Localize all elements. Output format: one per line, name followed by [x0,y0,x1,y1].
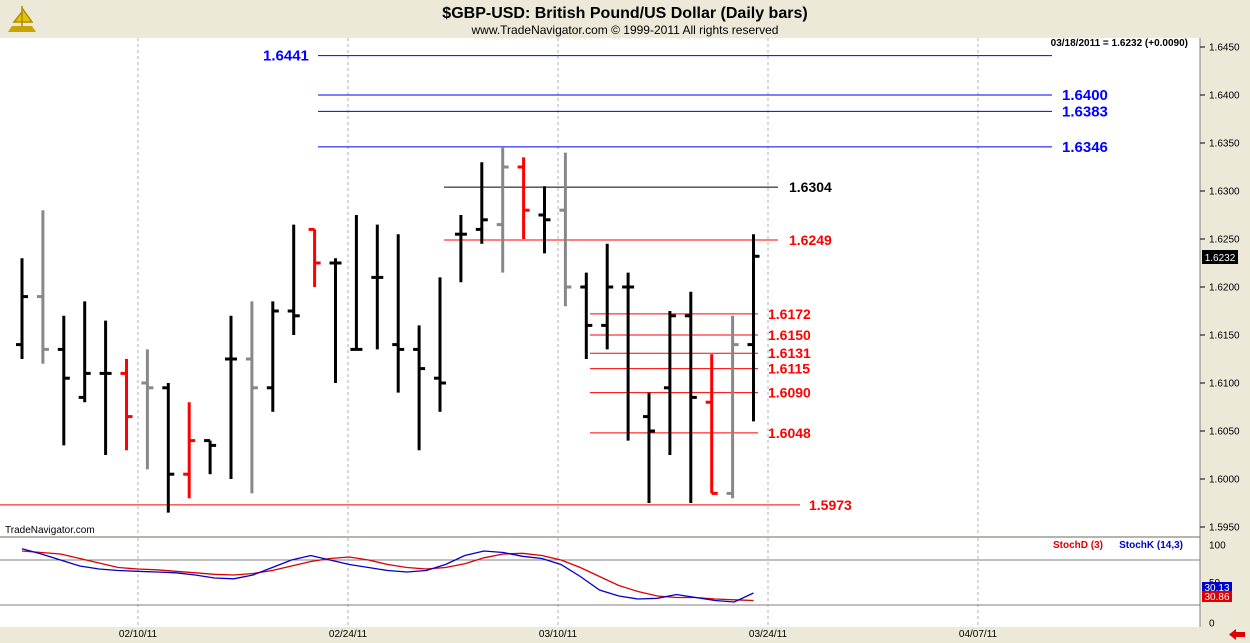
stochastic-panel [0,538,1200,627]
level-label: 1.6172 [768,306,811,322]
y-tick-label: 1.6200 [1209,283,1240,294]
ohlc-bar [99,320,112,455]
stoch-series-line [21,548,754,603]
last-price-label: 1.6232 [1205,253,1236,264]
ohlc-bar [57,315,70,446]
level-label: 1.6249 [789,232,832,248]
level-label: 1.6115 [768,361,810,377]
ohlc-bar [434,277,446,412]
ohlc-bar [287,224,300,335]
level-label: 1.6150 [768,327,811,343]
ohlc-bar [643,392,655,503]
ohlc-bar [580,272,593,359]
date-axis: 02/10/11 02/24/11 03/10/11 03/24/11 04/07/11 [119,629,998,640]
stochk-value-label: 30.13 [1204,583,1229,594]
x-tick-label: 04/07/11 [959,629,998,640]
ohlc-bar [747,234,760,422]
ohlc-bar [454,215,467,283]
ohlc-bar [392,234,405,393]
chart-subtitle: www.TradeNavigator.com © 1999-2011 All r… [471,23,779,37]
level-label: 1.6304 [789,179,832,195]
level-label: 1.6383 [1062,103,1108,120]
ohlc-bar [475,162,488,244]
ohlc-bar [204,439,217,475]
ohlc-bar [225,315,237,479]
level-label: 1.6048 [768,425,811,441]
x-tick-label: 03/10/11 [539,629,578,640]
stoch-y-tick-label: 0 [1209,619,1215,630]
ohlc-bar [705,354,718,495]
price-panel [0,38,1200,536]
ohlc-bar [141,349,154,470]
y-tick-label: 1.6450 [1209,43,1240,54]
level-label: 1.6400 [1062,87,1108,104]
ohlc-bar [36,210,49,364]
ohlc-bar [496,147,509,273]
stoch-series-line [21,550,754,602]
stochd-legend: StochD (3) [1053,540,1103,551]
level-label: 1.5973 [809,497,852,513]
x-tick-label: 02/24/11 [329,629,368,640]
stochk-legend: StochK (14,3) [1119,540,1183,551]
y-tick-label: 1.6250 [1209,235,1240,246]
ohlc-bar [601,243,614,350]
ohlc-bar [16,258,28,359]
y-tick-label: 1.6300 [1209,187,1240,198]
ohlc-bar [350,215,363,351]
stochd-value-label: 30.86 [1204,592,1229,603]
y-tick-label: 1.6350 [1209,139,1240,150]
ohlc-bar [559,152,572,307]
level-label: 1.6346 [1062,139,1108,156]
ohlc-bar [684,291,697,503]
x-tick-label: 02/10/11 [119,629,158,640]
ohlc-bar [517,157,530,239]
y-tick-label: 1.6050 [1209,427,1240,438]
grid [137,38,979,627]
quote-readout: 03/18/2011 = 1.6232 (+0.0090) [1051,38,1188,49]
stochd-value-tag [1202,591,1232,602]
chart-title: $GBP-USD: British Pound/US Dollar (Daily… [442,5,807,22]
ohlc-bar [162,383,175,513]
y-tick-label: 1.6000 [1209,475,1240,486]
ohlc-bar [245,301,258,494]
watermark: TradeNavigator.com [5,525,95,536]
ohlc-bar [266,301,279,412]
stochk-value-tag [1202,582,1232,593]
ohlc-bar [78,301,91,403]
stochastic-lines: 100500 [0,541,1226,630]
ohlc-bar [726,315,739,499]
ohlc-bar [183,402,196,499]
ohlc-bar [413,325,426,451]
ohlc-bar [622,272,635,441]
left-arrow-icon[interactable] [1226,628,1248,641]
ship-wheel-icon [8,5,36,32]
level-label: 1.6441 [263,48,309,65]
ohlc-bar [308,227,321,287]
ohlc-bar [538,186,551,254]
stoch-y-tick-label: 100 [1209,541,1226,552]
ohlc-bar [663,311,676,455]
ohlc-bar [120,359,133,451]
y-tick-label: 1.6150 [1209,331,1240,342]
x-tick-label: 03/24/11 [749,629,788,640]
price-axis: 1.6450 1.6400 1.6350 1.6300 1.6250 1.6200 1.61… [1200,43,1240,534]
y-tick-label: 1.5950 [1209,523,1240,534]
y-tick-label: 1.6100 [1209,379,1240,390]
price-bars [16,147,760,513]
level-label: 1.6131 [768,345,811,361]
ohlc-bar [329,258,342,383]
ohlc-bar [371,224,384,350]
y-tick-label: 1.6400 [1209,91,1240,102]
level-label: 1.6090 [768,385,811,401]
last-price-tag [1202,250,1238,264]
